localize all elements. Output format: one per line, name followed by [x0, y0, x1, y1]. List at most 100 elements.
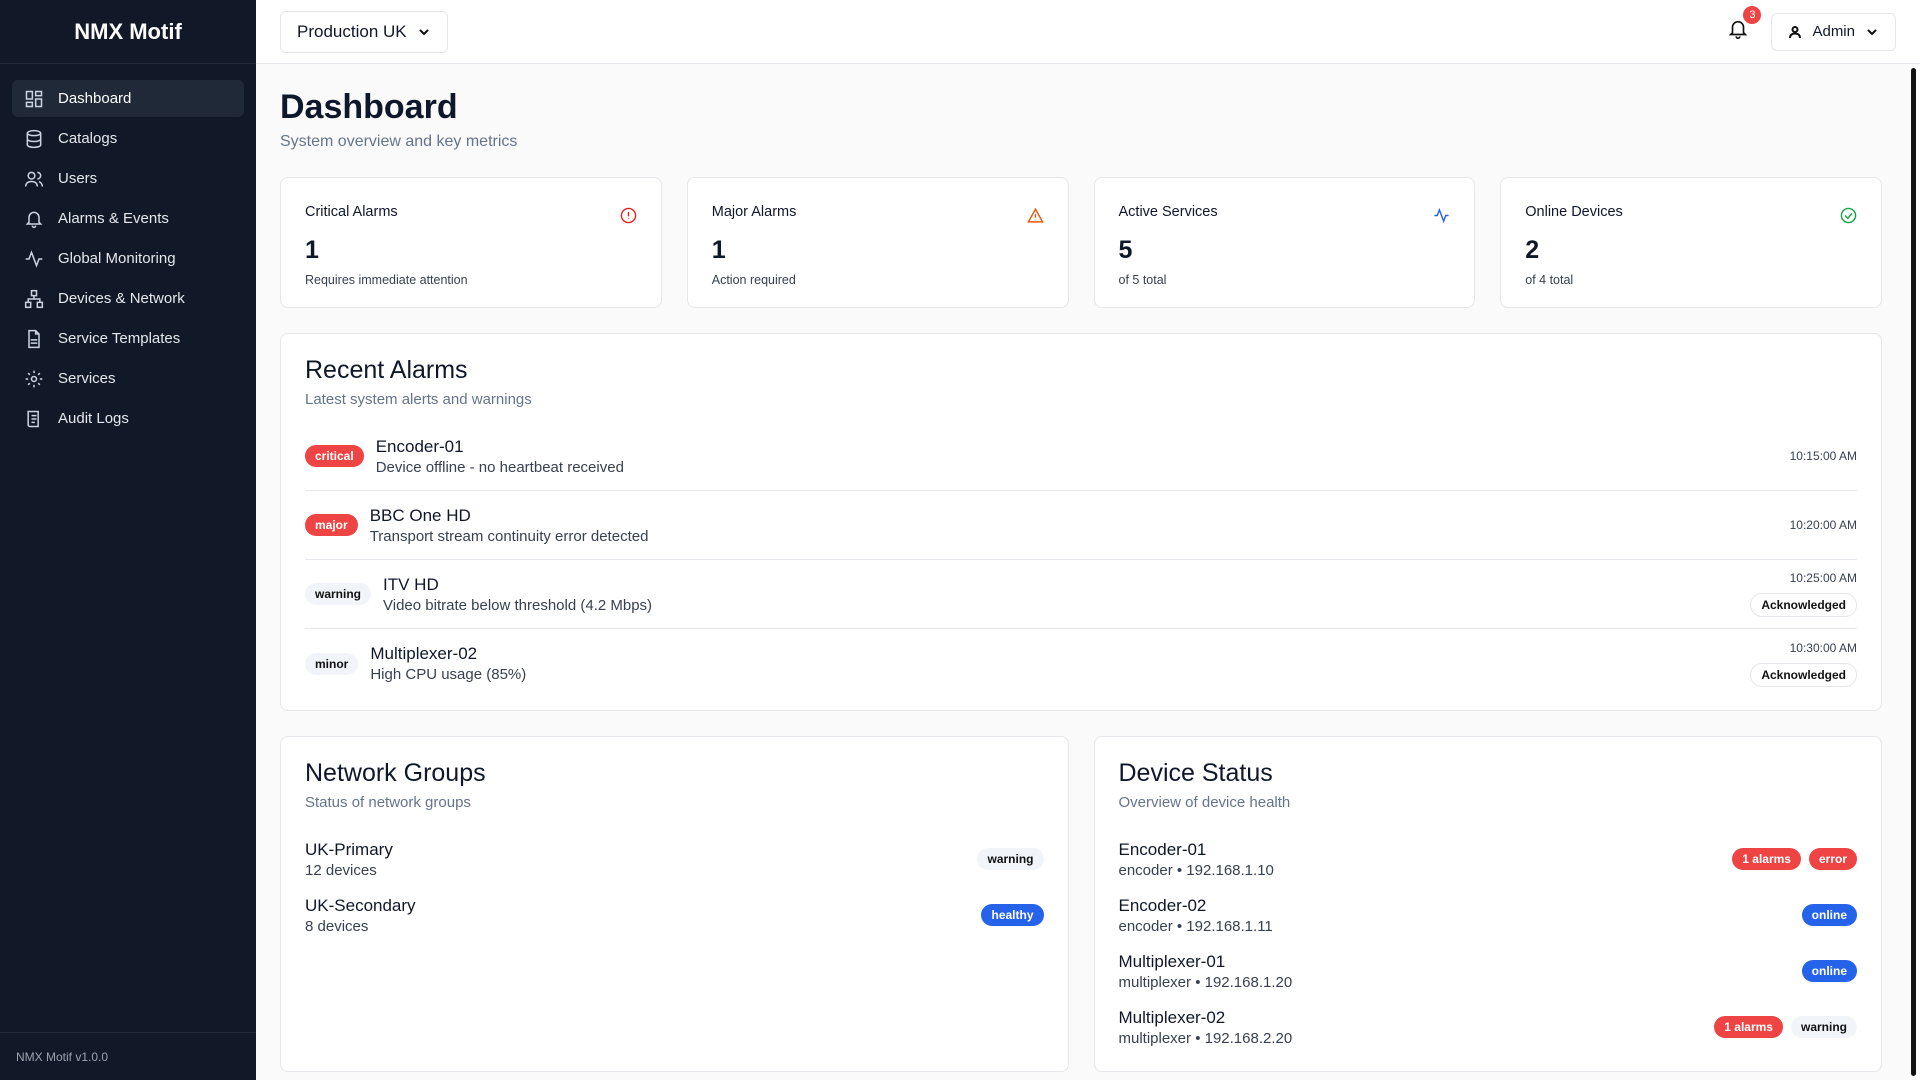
alarm-text: BBC One HD Transport stream continuity er… [370, 506, 649, 545]
stat-icon [1434, 207, 1449, 224]
stat-value: 1 [711, 236, 726, 264]
nav-item[interactable]: Services [12, 360, 244, 397]
item-detail: encoder • 192.168.1.10 [1118, 861, 1274, 879]
user-menu[interactable]: Admin [1771, 12, 1896, 51]
list-row[interactable]: Encoder-01 encoder • 192.168.1.10 1 alarms… [1119, 831, 1857, 887]
notification-count: 3 [1743, 6, 1762, 24]
alarm-row[interactable]: critical Encoder-01 Device offline - no he… [305, 422, 1857, 491]
item-detail: 12 devices [305, 861, 377, 879]
nav-item[interactable]: Catalogs [12, 120, 244, 157]
item-name: UK-Secondary [305, 895, 416, 915]
nav-item[interactable]: Audit Logs [12, 400, 244, 437]
section-subtitle: Status of network groups [305, 794, 471, 811]
nav-item[interactable]: Alarms & Events [12, 200, 244, 237]
item-text: UK-Secondary 8 devices [305, 896, 416, 935]
alarm-count-badge: 1 alarms [1714, 1016, 1783, 1038]
nav-label: Services [58, 370, 116, 387]
list-row[interactable]: UK-Primary 12 devices warning [305, 831, 1044, 887]
badges: warning [977, 848, 1044, 870]
stat-label: Major Alarms [711, 204, 797, 220]
nav-item[interactable]: Global Monitoring [12, 240, 244, 277]
stats: Critical Alarms 1 Requires immediate atten… [280, 177, 1882, 308]
device-list: Encoder-01 encoder • 192.168.1.10 1 alarms… [1118, 831, 1857, 1055]
item-detail: multiplexer • 192.168.1.20 [1118, 973, 1293, 991]
scrollbar[interactable] [1911, 68, 1916, 1076]
severity-badge: warning [305, 583, 372, 605]
stat-note: Requires immediate attention [305, 273, 468, 287]
alarm-message: High CPU usage (85%) [370, 666, 527, 683]
nav-label: Devices & Network [58, 290, 185, 307]
nav-label: Dashboard [58, 90, 132, 107]
stat-label: Active Services [1118, 204, 1218, 220]
environment-select[interactable]: Production UK [280, 10, 448, 53]
page-title: Dashboard [280, 88, 458, 126]
brand: NMX Motif [0, 0, 256, 64]
nav-item[interactable]: Users [12, 160, 244, 197]
group-list: UK-Primary 12 devices warning UK-Secondary 8… [305, 831, 1044, 943]
nav-item[interactable]: Dashboard [12, 80, 244, 117]
list-row[interactable]: Multiplexer-01 multiplexer • 192.168.1.20… [1118, 943, 1857, 999]
stat-card: Critical Alarms 1 Requires immediate atten… [280, 177, 662, 308]
nav-item[interactable]: Service Templates [12, 320, 244, 357]
header: Production UK 3 Admin [256, 0, 1920, 64]
alarm-meta: 10:30:00 AM Acknowledged [1750, 641, 1857, 687]
stat-value: 2 [1525, 236, 1540, 264]
alarm-meta: 10:15:00 AM [1790, 449, 1857, 463]
list-row[interactable]: Encoder-02 encoder • 192.168.1.11 online [1118, 887, 1857, 943]
stat-value: 5 [1118, 236, 1133, 264]
alarm-name: ITV HD [383, 574, 439, 594]
nav-icon [27, 410, 39, 427]
alarm-meta: 10:25:00 AM Acknowledged [1750, 571, 1857, 617]
alarm-row[interactable]: warning ITV HD Video bitrate below thresho… [305, 560, 1857, 629]
item-detail: encoder • 192.168.1.11 [1118, 917, 1273, 935]
nav-icon [25, 370, 43, 387]
section-subtitle: Overview of device health [1118, 794, 1291, 811]
alarm-text: Encoder-01 Device offline - no heartbeat … [376, 437, 624, 476]
alarm-message: Video bitrate below threshold (4.2 Mbps) [383, 596, 653, 614]
nav-icon [24, 289, 44, 308]
stat-icon [1026, 207, 1044, 223]
alarm-text: Multiplexer-02 High CPU usage (85%) [370, 644, 526, 683]
nav-icon [28, 329, 40, 348]
stat-note: Action required [711, 273, 796, 287]
alarm-message: Transport stream continuity error detect… [369, 527, 649, 545]
list-row[interactable]: Multiplexer-02 multiplexer • 192.168.2.20… [1119, 999, 1857, 1055]
notifications[interactable]: 3 [1727, 6, 1762, 45]
status-badge: healthy [981, 904, 1044, 926]
nav-item[interactable]: Devices & Network [12, 280, 244, 317]
stat-card: Active Services 5 of 5 total [1093, 177, 1476, 308]
status-badge: warning [977, 848, 1044, 870]
status-badge: error [1808, 848, 1857, 870]
status-badge: online [1801, 904, 1857, 926]
item-name: Multiplexer-01 [1118, 951, 1226, 971]
version: NMX Motif v1.0.0 [0, 1032, 256, 1080]
nav-icon [24, 171, 44, 187]
status-badge: warning [1790, 1016, 1857, 1038]
nav-label: Alarms & Events [58, 210, 169, 227]
alarm-row[interactable]: major BBC One HD Transport stream continui… [305, 491, 1857, 560]
alarm-time: 10:30:00 AM [1789, 640, 1857, 655]
alarm-message: Device offline - no heartbeat received [375, 458, 624, 476]
alarm-meta: 10:20:00 AM [1790, 518, 1857, 532]
nav: Dashboard Catalogs Users Alarms & Events Glo… [0, 64, 256, 1032]
item-text: Encoder-01 encoder • 192.168.1.10 [1119, 840, 1274, 879]
alarm-count-badge: 1 alarms [1732, 848, 1801, 870]
alarm-time: 10:15:00 AM [1789, 449, 1857, 463]
alarm-row[interactable]: minor Multiplexer-02 High CPU usage (85%) 1… [305, 629, 1857, 698]
status-badge: Acknowledged [1750, 593, 1857, 617]
nav-label: Catalogs [58, 130, 118, 147]
badges: 1 alarms warning [1714, 1016, 1857, 1038]
stat-label: Online Devices [1525, 204, 1623, 220]
alarm-list: critical Encoder-01 Device offline - no he… [305, 422, 1857, 698]
alarm-text: ITV HD Video bitrate below threshold (4.2… [383, 575, 652, 614]
device-status: Device Status Overview of device health … [1093, 736, 1882, 1072]
badges: online [1801, 904, 1857, 926]
nav-icon [25, 90, 43, 107]
main: Production UK 3 Admin Dashboard System o… [256, 0, 1920, 1080]
nav-label: Users [58, 170, 98, 187]
section-title: Recent Alarms [305, 356, 468, 384]
list-row[interactable]: UK-Secondary 8 devices healthy [305, 887, 1044, 943]
item-detail: 8 devices [305, 917, 369, 935]
